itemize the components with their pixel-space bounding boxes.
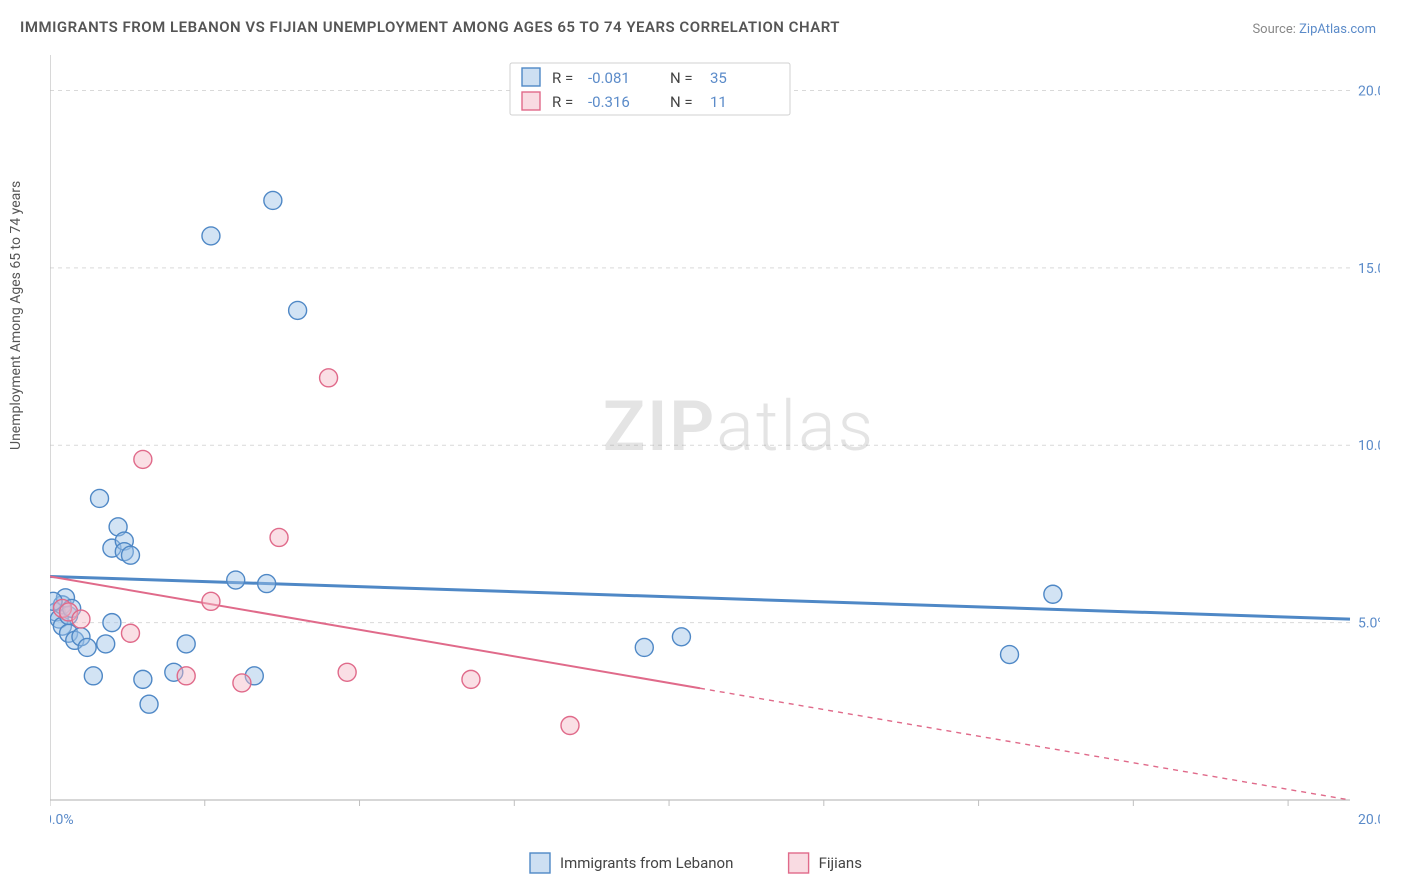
legend-r-label: R =	[552, 93, 573, 111]
legend-swatch	[522, 92, 540, 110]
data-point	[233, 674, 251, 692]
bottom-legend-swatch	[789, 853, 809, 873]
data-point	[227, 571, 245, 589]
source-attribution: Source: ZipAtlas.com	[1252, 22, 1376, 37]
watermark: ZIPatlas	[603, 386, 875, 468]
data-point	[202, 227, 220, 245]
legend-swatch	[522, 68, 540, 86]
chart-area: 5.0% 10.0% 15.0% 20.0% 0.0% 20.0% ZIPatlas R =-…	[50, 55, 1380, 835]
data-point	[91, 489, 109, 507]
scatter-chart: 5.0% 10.0% 15.0% 20.0% 0.0% 20.0% ZIPatlas R =-…	[50, 55, 1380, 895]
y-tick-label: 20.0%	[1358, 83, 1380, 99]
y-tick-label: 5.0%	[1358, 616, 1380, 632]
legend-n-label: N =	[670, 69, 693, 87]
y-axis-label: Unemployment Among Ages 65 to 74 years	[8, 181, 24, 450]
bottom-legend-label: Fijians	[819, 854, 862, 872]
data-point	[635, 638, 653, 656]
chart-title: IMMIGRANTS FROM LEBANON VS FIJIAN UNEMPL…	[20, 18, 840, 36]
x-origin-label: 0.0%	[50, 812, 74, 828]
legend-n-label: N =	[670, 93, 693, 111]
data-point	[270, 528, 288, 546]
data-point	[1044, 585, 1062, 603]
legend-r-value: -0.081	[588, 69, 630, 87]
data-point	[97, 635, 115, 653]
x-max-label: 20.0%	[1358, 812, 1380, 828]
data-point	[338, 663, 356, 681]
data-point	[121, 624, 139, 642]
legend-r-label: R =	[552, 69, 573, 87]
data-point	[134, 670, 152, 688]
data-point	[258, 575, 276, 593]
data-point	[264, 191, 282, 209]
legend-n-value: 35	[710, 69, 727, 87]
y-tick-label: 15.0%	[1358, 261, 1380, 277]
source-link[interactable]: ZipAtlas.com	[1299, 22, 1376, 37]
data-point	[177, 635, 195, 653]
data-point	[103, 614, 121, 632]
data-point	[462, 670, 480, 688]
data-point	[177, 667, 195, 685]
data-point	[320, 369, 338, 387]
data-point	[140, 695, 158, 713]
data-point	[202, 592, 220, 610]
data-point	[561, 717, 579, 735]
data-point	[72, 610, 90, 628]
data-point	[121, 546, 139, 564]
data-point	[84, 667, 102, 685]
data-point	[134, 450, 152, 468]
data-point	[78, 638, 96, 656]
bottom-legend-swatch	[530, 853, 550, 873]
data-point	[289, 301, 307, 319]
bottom-legend-label: Immigrants from Lebanon	[560, 854, 733, 872]
y-tick-label: 10.0%	[1358, 438, 1380, 454]
legend-r-value: -0.316	[588, 93, 630, 111]
data-point	[672, 628, 690, 646]
data-point	[1001, 646, 1019, 664]
legend-n-value: 11	[710, 93, 727, 111]
source-label: Source:	[1252, 22, 1295, 37]
